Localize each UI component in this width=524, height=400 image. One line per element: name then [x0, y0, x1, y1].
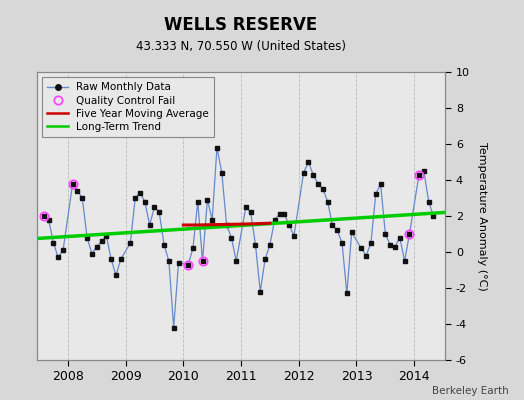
- Legend: Raw Monthly Data, Quality Control Fail, Five Year Moving Average, Long-Term Tren: Raw Monthly Data, Quality Control Fail, …: [42, 77, 214, 137]
- Text: WELLS RESERVE: WELLS RESERVE: [165, 16, 318, 34]
- Text: Berkeley Earth: Berkeley Earth: [432, 386, 508, 396]
- Y-axis label: Temperature Anomaly (°C): Temperature Anomaly (°C): [477, 142, 487, 290]
- Text: 43.333 N, 70.550 W (United States): 43.333 N, 70.550 W (United States): [136, 40, 346, 53]
